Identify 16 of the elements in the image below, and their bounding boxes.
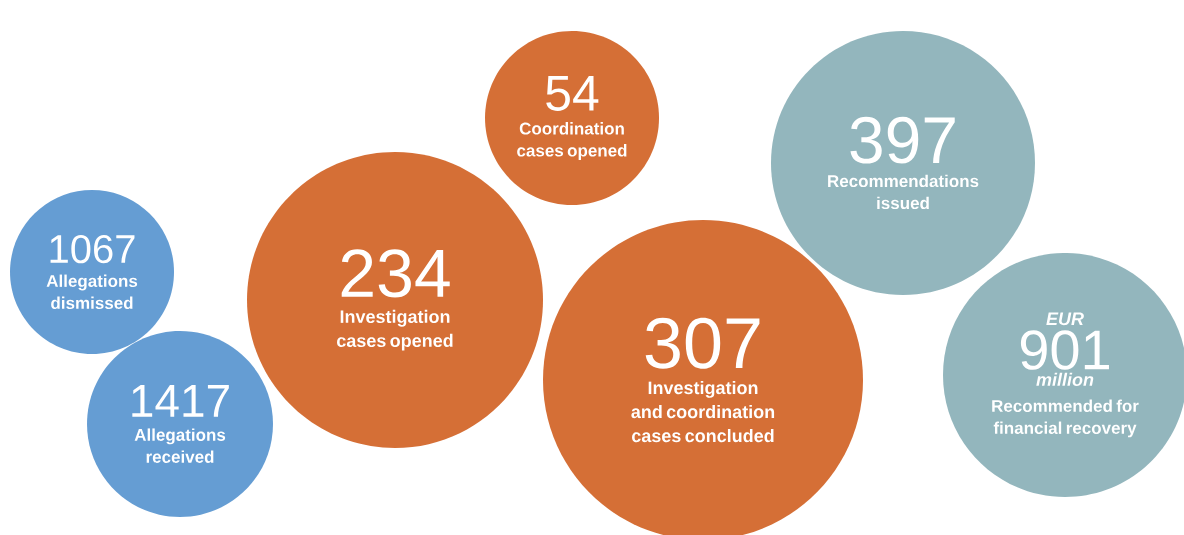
data-label: 1417 <box>132 385 229 417</box>
category-label: Coordination cases opened <box>517 122 627 160</box>
category-label: Investigation and coordination cases concluded <box>631 380 775 443</box>
text: EUR <box>1046 312 1084 326</box>
data-label: 901 <box>1020 330 1109 370</box>
data-label: 54 <box>546 76 599 111</box>
category-label: Recommended for financial recovery <box>992 399 1139 438</box>
category-label: Allegations dismissed <box>46 274 138 310</box>
category-label: Recommendations issued <box>828 174 979 210</box>
category-label: Allegations received <box>134 428 226 463</box>
text: million <box>1036 372 1094 387</box>
data-label: 397 <box>850 116 955 164</box>
data-label: 234 <box>341 249 450 298</box>
category-label: Investigation cases opened <box>337 309 453 351</box>
data-label: 1067 <box>50 234 135 264</box>
data-label: 307 <box>645 317 760 369</box>
